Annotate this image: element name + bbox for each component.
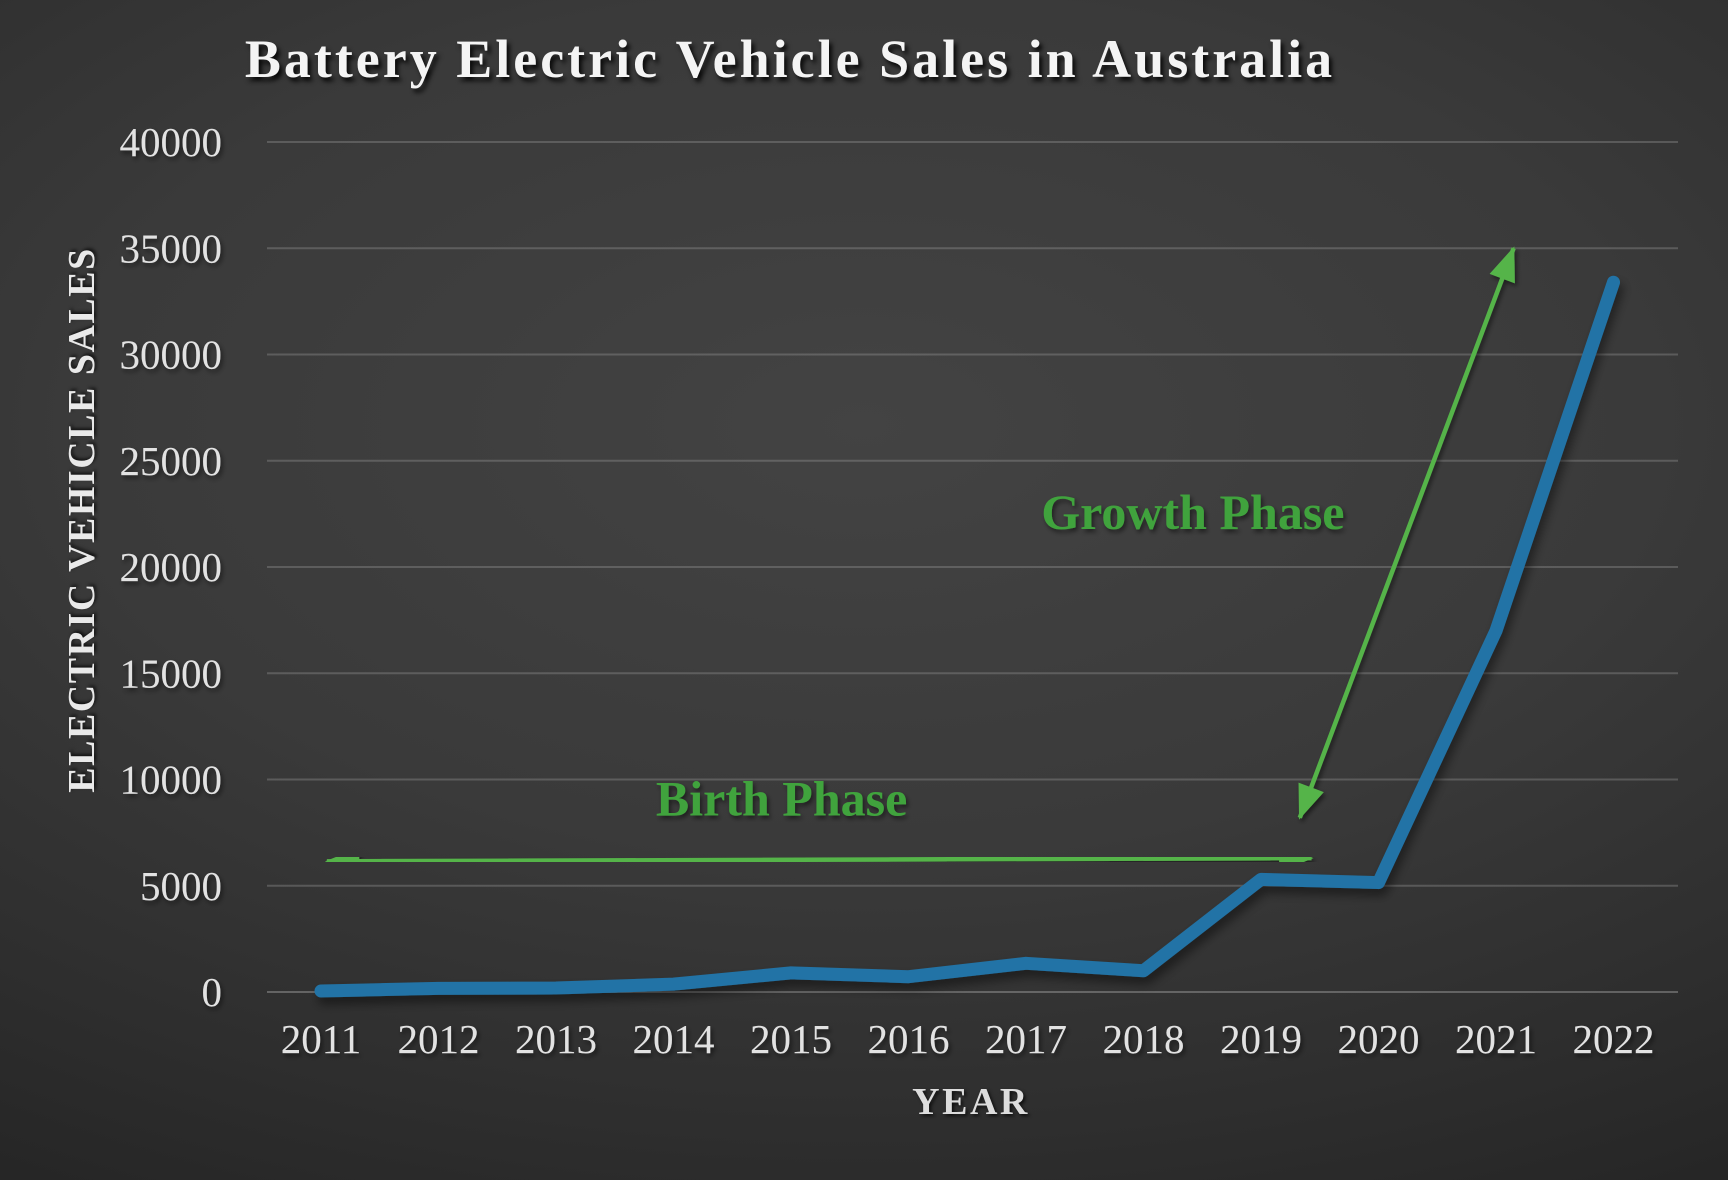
y-tick-label-30000: 30000 <box>120 332 223 378</box>
birth-phase-arrow <box>324 844 1314 875</box>
x-tick-label-2020: 2020 <box>1338 1016 1420 1062</box>
x-tick-label-2016: 2016 <box>868 1016 950 1062</box>
x-axis-title: YEAR <box>912 1081 1030 1123</box>
x-tick-label-2011: 2011 <box>281 1016 361 1062</box>
y-tick-label-20000: 20000 <box>120 544 223 590</box>
y-tick-label-5000: 5000 <box>140 863 222 909</box>
growth-phase-label: Growth Phase <box>1041 484 1344 540</box>
x-tick-label-2018: 2018 <box>1103 1016 1185 1062</box>
y-tick-label-0: 0 <box>202 969 223 1015</box>
y-tick-label-35000: 35000 <box>120 225 223 271</box>
x-tick-label-2017: 2017 <box>985 1016 1067 1062</box>
series-line-ev-sales <box>314 275 1620 998</box>
x-tick-label-2015: 2015 <box>750 1016 832 1062</box>
birth-phase-label: Birth Phase <box>656 771 907 827</box>
x-tick-label-2022: 2022 <box>1573 1016 1655 1062</box>
y-tick-label-15000: 15000 <box>120 650 223 696</box>
y-tick-label-25000: 25000 <box>120 438 223 484</box>
x-tick-label-2021: 2021 <box>1455 1016 1537 1062</box>
x-tick-label-2019: 2019 <box>1220 1016 1302 1062</box>
y-tick-label-40000: 40000 <box>120 119 223 165</box>
growth-phase-arrow <box>1297 246 1516 820</box>
x-tick-label-2014: 2014 <box>633 1016 715 1062</box>
y-tick-label-10000: 10000 <box>120 757 223 803</box>
x-tick-label-2012: 2012 <box>398 1016 480 1062</box>
x-tick-label-2013: 2013 <box>515 1016 597 1062</box>
chart-title: Battery Electric Vehicle Sales in Austra… <box>244 29 1336 89</box>
